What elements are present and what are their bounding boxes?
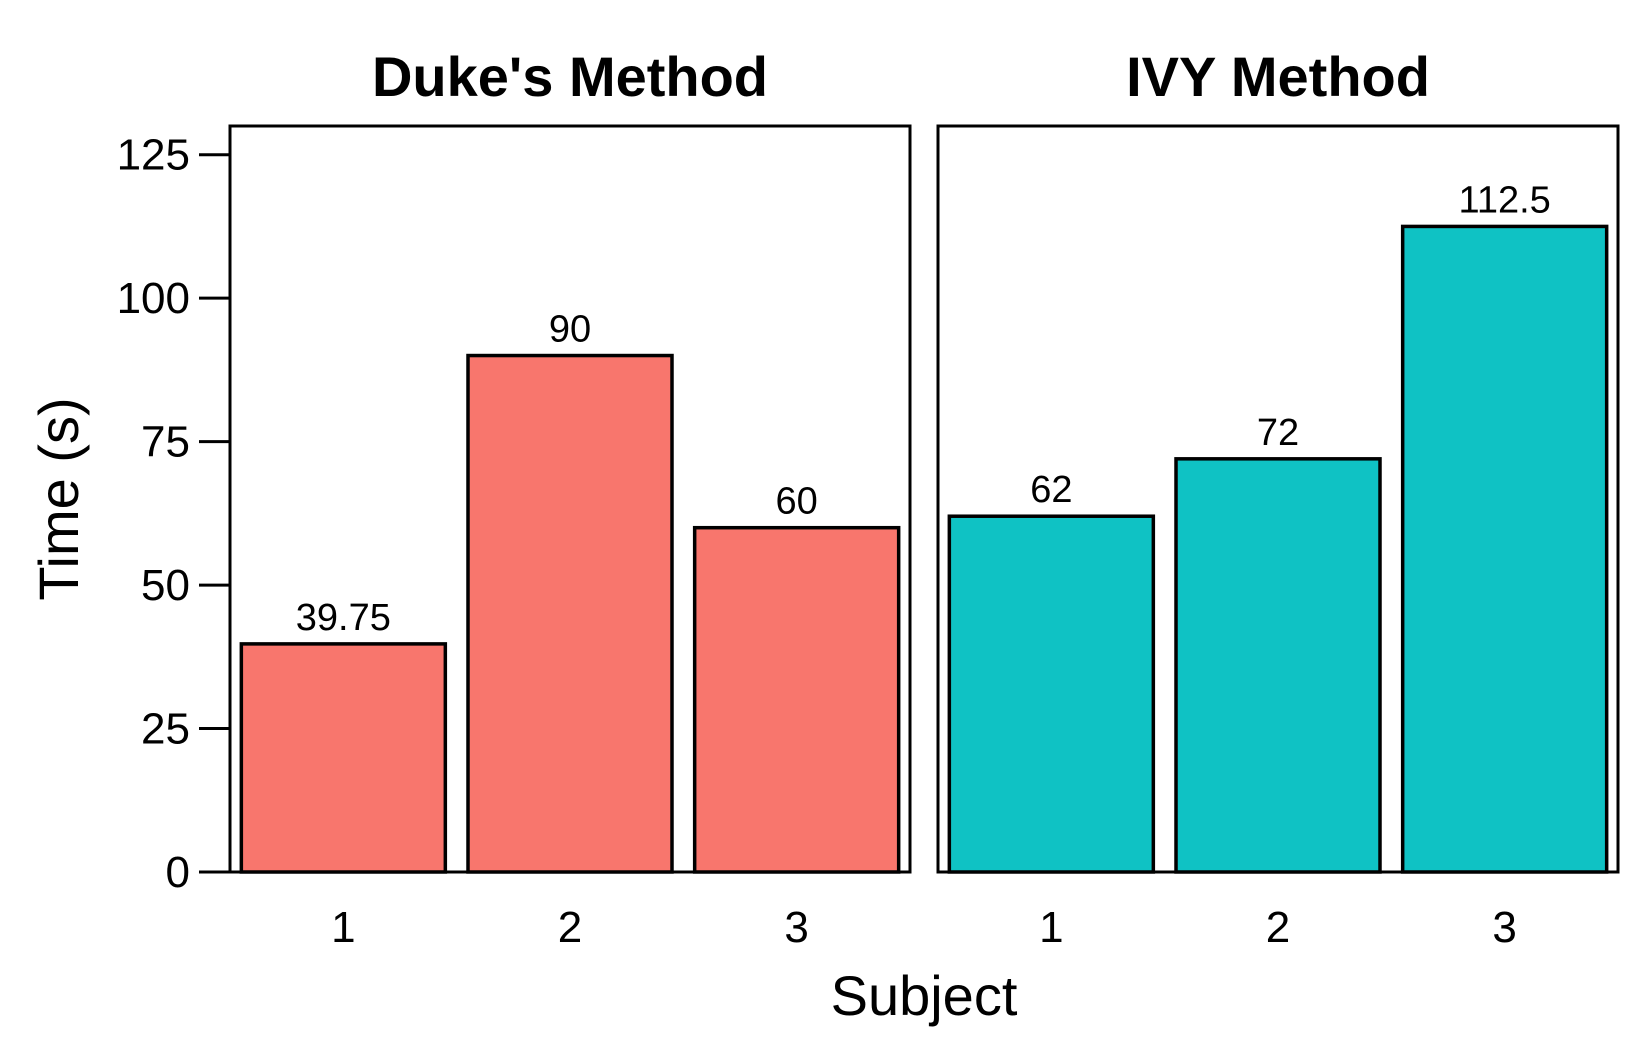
y-tick-label: 75 [141, 418, 190, 467]
x-tick-label: 3 [784, 903, 808, 952]
x-axis-title: Subject [831, 964, 1018, 1027]
bar-value-label: 62 [1030, 469, 1072, 511]
bar [1174, 457, 1382, 874]
panel-title: Duke's Method [372, 45, 768, 108]
x-tick-label: 2 [558, 903, 582, 952]
bar-value-label: 90 [549, 309, 591, 351]
x-tick-label: 1 [1039, 903, 1063, 952]
y-tick-label: 50 [141, 561, 190, 610]
x-tick-label: 2 [1266, 903, 1290, 952]
bar-value-label: 112.5 [1459, 179, 1551, 221]
panel-title: IVY Method [1126, 45, 1430, 108]
y-tick-label: 125 [117, 131, 190, 180]
y-axis: 0 25 50 75 100 125 [117, 131, 230, 897]
y-axis-title: Time (s) [27, 397, 90, 600]
bar-value-label: 72 [1257, 412, 1299, 454]
y-tick-label: 0 [166, 848, 190, 897]
bar [466, 353, 674, 874]
x-tick-label: 3 [1492, 903, 1516, 952]
x-tick-label: 1 [331, 903, 355, 952]
bar [1400, 224, 1609, 874]
panel-1: Duke's Method 39.75 1 90 2 60 3 [228, 45, 912, 952]
bar-value-label: 39.75 [296, 597, 391, 639]
panels: Duke's Method 39.75 1 90 2 60 3 IVY Method 62 1 72… [228, 45, 1620, 952]
bar [239, 642, 448, 874]
bar-value-label: 60 [776, 481, 818, 523]
bar [947, 514, 1156, 874]
y-tick-label: 100 [117, 274, 190, 323]
bar [692, 525, 901, 874]
panel-border [936, 124, 1620, 874]
panel-border [228, 124, 912, 874]
panel-2: IVY Method 62 1 72 2 112.5 3 [936, 45, 1620, 952]
y-tick-label: 25 [141, 705, 190, 754]
